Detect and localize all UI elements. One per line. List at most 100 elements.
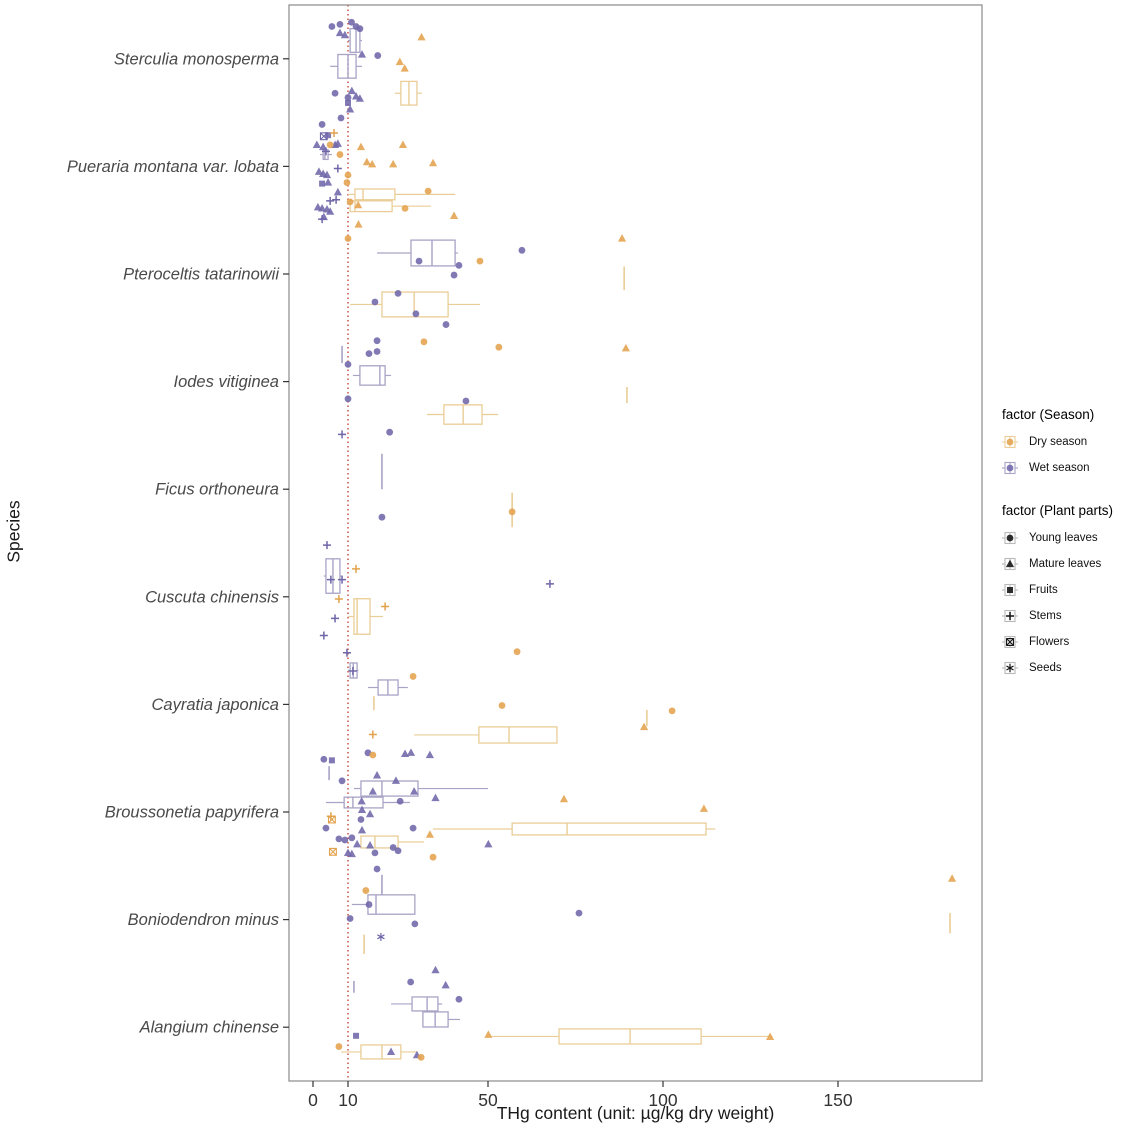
young-leaves-point bbox=[389, 844, 397, 851]
mature-leaves-point bbox=[391, 776, 401, 784]
young-leaves-point bbox=[455, 261, 463, 269]
young-leaves-point bbox=[365, 350, 373, 358]
stems-point bbox=[338, 575, 347, 584]
panel-border bbox=[288, 4, 983, 1082]
boxplot-box bbox=[349, 28, 361, 53]
boxplot-box bbox=[411, 996, 439, 1012]
mature-leaves-point bbox=[353, 839, 362, 848]
stems-point bbox=[352, 564, 361, 573]
legend-item-seeds: Seeds bbox=[1000, 655, 1127, 681]
legend-key-icon bbox=[1002, 635, 1018, 649]
young-leaves-point bbox=[331, 89, 339, 97]
young-leaves-point bbox=[455, 995, 463, 1003]
stems-point bbox=[326, 575, 335, 584]
young-leaves-point bbox=[373, 337, 381, 345]
x-tick-label: 0 bbox=[308, 1090, 318, 1110]
mature-leaves-point bbox=[386, 1047, 396, 1056]
legend-key-icon bbox=[1002, 609, 1018, 623]
mature-leaves-point bbox=[323, 178, 333, 186]
legend-item-dry-season-label: Dry season bbox=[1029, 436, 1088, 448]
mature-leaves-point bbox=[362, 157, 371, 166]
young-leaves-point bbox=[344, 395, 352, 403]
legend-item-stems: Stems bbox=[1000, 603, 1127, 629]
legend-plant-parts-title: factor (Plant parts) bbox=[1002, 503, 1114, 518]
mature-leaves-point bbox=[326, 207, 335, 215]
boxplot-box bbox=[359, 365, 386, 386]
young-leaves-point bbox=[415, 257, 423, 265]
young-leaves-point bbox=[378, 513, 386, 521]
stems-point bbox=[334, 594, 343, 603]
stems-point bbox=[338, 430, 347, 439]
young-leaves-point bbox=[417, 1053, 425, 1061]
stems-point bbox=[331, 614, 340, 623]
young-leaves-point bbox=[498, 702, 506, 709]
species-label: Pueraria montana var. lobata bbox=[67, 158, 279, 176]
species-label: Cuscuta chinensis bbox=[145, 588, 279, 606]
young-leaves-point bbox=[409, 824, 417, 832]
mature-leaves-point bbox=[357, 796, 366, 805]
flowers-point bbox=[327, 815, 336, 824]
young-leaves-point bbox=[344, 360, 352, 368]
mature-leaves-point bbox=[431, 793, 440, 802]
fruits-point bbox=[353, 1032, 360, 1039]
mature-leaves-point bbox=[365, 809, 375, 818]
mature-leaves-point bbox=[368, 787, 377, 795]
young-leaves-point bbox=[396, 797, 404, 805]
young-leaves-point bbox=[1006, 464, 1014, 472]
young-leaves-point bbox=[386, 428, 394, 436]
young-leaves-point bbox=[348, 18, 355, 26]
x-tick-label: 150 bbox=[823, 1090, 852, 1110]
flowers-point bbox=[329, 848, 337, 856]
legend-key-icon bbox=[1002, 461, 1018, 475]
mature-leaves-point bbox=[354, 220, 363, 228]
young-leaves-point bbox=[371, 298, 379, 306]
legend-item-mature-leaves-label: Mature leaves bbox=[1029, 558, 1102, 570]
legend-key-icon bbox=[1002, 435, 1018, 449]
legend-item-fruits: Fruits bbox=[1000, 577, 1127, 603]
seeds-point bbox=[377, 932, 385, 941]
mature-leaves-point bbox=[365, 840, 375, 849]
fruits-point bbox=[345, 99, 351, 106]
legend-item-young-leaves: Young leaves bbox=[1000, 525, 1127, 551]
young-leaves-point bbox=[346, 198, 354, 206]
boxplot-box bbox=[353, 598, 371, 635]
mature-leaves-point bbox=[389, 159, 398, 168]
legend-item-mature-leaves: Mature leaves bbox=[1000, 551, 1127, 577]
legend-season-title: factor (Season) bbox=[1002, 407, 1095, 422]
young-leaves-point bbox=[407, 978, 415, 986]
young-leaves-point bbox=[326, 141, 334, 149]
young-leaves-point bbox=[1006, 534, 1014, 542]
mature-leaves-point bbox=[335, 28, 345, 37]
young-leaves-point bbox=[369, 751, 377, 759]
legend-item-fruits-label: Fruits bbox=[1029, 584, 1058, 596]
legend: factor (Season) Dry season Wet season fac… bbox=[1000, 407, 1127, 703]
boxplot-box bbox=[349, 200, 393, 213]
young-leaves-point bbox=[336, 20, 344, 28]
young-leaves-point bbox=[394, 289, 402, 297]
legend-item-flowers: Flowers bbox=[1000, 629, 1127, 655]
mature-leaves-point bbox=[431, 965, 440, 974]
young-leaves-point bbox=[476, 257, 484, 265]
stems-point bbox=[330, 129, 338, 138]
mature-leaves-point bbox=[354, 200, 363, 209]
young-leaves-point bbox=[411, 920, 419, 928]
mature-leaves-point bbox=[1005, 559, 1015, 568]
mature-leaves-point bbox=[406, 748, 416, 756]
young-leaves-point bbox=[362, 887, 370, 894]
legend-key-icon bbox=[1002, 583, 1018, 597]
mature-leaves-point bbox=[312, 140, 321, 148]
mature-leaves-point bbox=[340, 30, 349, 39]
stems-point bbox=[326, 196, 335, 205]
young-leaves-point bbox=[518, 246, 526, 254]
species-label: Iodes vitiginea bbox=[174, 373, 280, 391]
boxplot-box bbox=[354, 188, 396, 201]
young-leaves-point bbox=[412, 310, 420, 318]
legend-item-wet-season-label: Wet season bbox=[1029, 462, 1090, 474]
mature-leaves-point bbox=[400, 749, 410, 757]
flowers-point bbox=[328, 815, 336, 824]
boxplot-box bbox=[410, 239, 456, 267]
young-leaves-point bbox=[348, 834, 356, 842]
mature-leaves-point bbox=[441, 980, 450, 989]
young-leaves-point bbox=[336, 151, 344, 158]
stems-point bbox=[333, 164, 342, 173]
